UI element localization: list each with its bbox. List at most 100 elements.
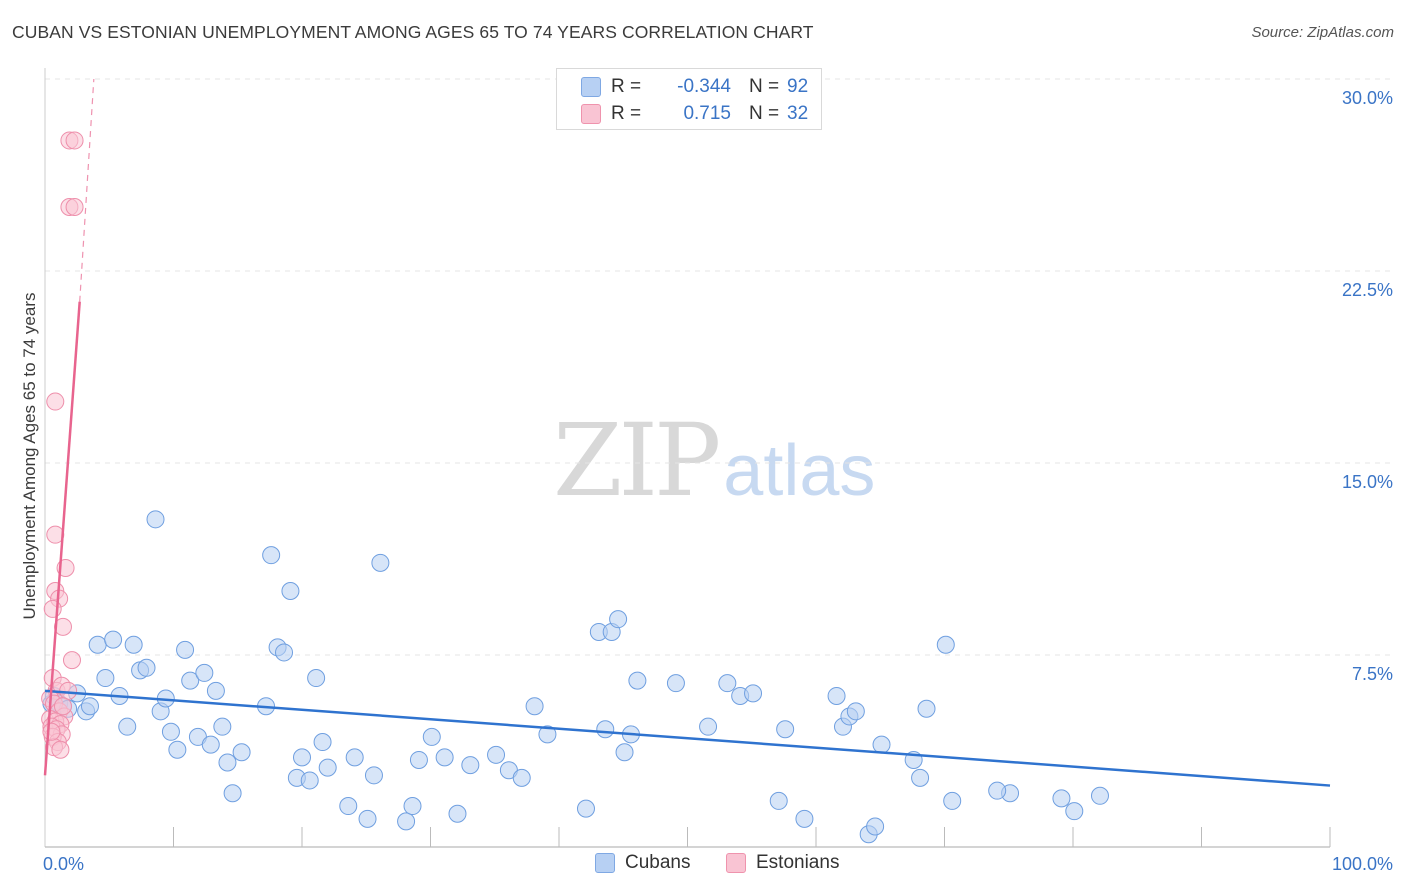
cubans-point <box>339 797 358 816</box>
x-tick-label: 0.0% <box>43 854 84 874</box>
legend-row-estonians: R = 0.715 N = 32 <box>557 101 827 127</box>
cubans-point <box>776 720 795 739</box>
legend-swatch-estonians <box>581 104 601 124</box>
cubans-point <box>307 669 326 688</box>
cubans-point <box>364 766 383 785</box>
source-credit: Source: ZipAtlas.com <box>1251 24 1394 41</box>
cubans-point <box>176 640 195 659</box>
legend-swatch-cubans <box>581 77 601 97</box>
estonians-point <box>59 681 78 700</box>
cubans-point <box>371 553 390 572</box>
cubans-point <box>699 717 718 736</box>
legend-n-value: 92 <box>787 76 809 97</box>
cubans-point <box>461 756 480 775</box>
correlation-legend: R = -0.344 N = 92 R = 0.715 N = 32 <box>556 68 822 130</box>
cubans-point <box>1052 789 1071 808</box>
cubans-point <box>666 674 685 693</box>
series-legend-estonians[interactable]: Estonians <box>726 852 839 874</box>
cubans-point <box>422 727 441 746</box>
estonians-point <box>65 198 84 216</box>
cubans-point <box>403 797 422 816</box>
cubans-point <box>104 630 123 649</box>
cubans-point <box>146 510 165 529</box>
legend-row-cubans: R = -0.344 N = 92 <box>557 74 827 100</box>
cubans-point <box>628 671 647 690</box>
cubans-point <box>744 684 763 703</box>
cubans-point <box>718 674 737 693</box>
cubans-point <box>124 635 143 654</box>
cubans-point <box>262 546 281 565</box>
cubans-point <box>195 663 214 682</box>
estonians-point <box>51 740 70 759</box>
cubans-points <box>42 510 1109 844</box>
series-legend: Cubans Estonians <box>0 852 1406 878</box>
cubans-point <box>1090 786 1109 805</box>
cubans-point <box>181 671 200 690</box>
cubans-point <box>409 750 428 769</box>
cubans-point <box>866 817 885 836</box>
cubans-point <box>281 582 300 600</box>
cubans-point <box>300 771 319 790</box>
cubans-point <box>213 717 232 736</box>
cubans-point <box>435 748 454 767</box>
cubans-point <box>795 809 814 828</box>
axis-layer <box>44 68 1331 848</box>
cubans-point <box>206 681 225 700</box>
grid-layer <box>45 78 1394 656</box>
cubans-trend-line <box>44 689 1331 787</box>
cubans-point <box>615 743 634 762</box>
y-tick-label: 22.5% <box>1342 280 1393 300</box>
y-tick-label: 7.5% <box>1352 664 1393 684</box>
cubans-point <box>318 758 337 777</box>
cubans-point <box>827 686 846 705</box>
estonians-point <box>53 617 72 636</box>
cubans-point <box>232 743 251 762</box>
cubans-point <box>911 768 930 787</box>
estonians-point <box>42 722 61 741</box>
estonians-point <box>53 697 72 716</box>
legend-n-label: N = <box>749 103 780 124</box>
cubans-point <box>137 658 156 677</box>
legend-n-value: 32 <box>787 103 809 124</box>
y-axis-label: Unemployment Among Ages 65 to 74 years <box>20 292 39 620</box>
tick-label-layer: 7.5% 15.0% 22.5% 30.0% 0.0% 100.0% <box>43 88 1393 874</box>
estonians-points <box>41 131 84 759</box>
cubans-point <box>118 717 137 736</box>
cubans-point <box>596 720 615 739</box>
cubans-point <box>943 791 962 810</box>
estonians-point <box>46 392 65 411</box>
cubans-point <box>161 722 180 741</box>
series-swatch-estonians <box>726 853 746 873</box>
cubans-point <box>936 635 955 654</box>
estonians-trend-extension <box>79 78 95 302</box>
cubans-point <box>358 809 377 828</box>
cubans-point <box>846 702 865 721</box>
trend-layer <box>43 78 1331 787</box>
legend-r-label: R = <box>611 103 642 124</box>
cubans-point <box>397 812 416 831</box>
cubans-point <box>275 643 294 662</box>
cubans-point <box>1065 802 1084 821</box>
cubans-point <box>988 781 1007 800</box>
cubans-point <box>293 748 311 767</box>
legend-r-label: R = <box>611 76 642 97</box>
cubans-point <box>576 799 595 818</box>
cubans-point <box>512 768 531 787</box>
legend-r-value: -0.344 <box>677 76 731 97</box>
cubans-point <box>448 804 467 823</box>
cubans-point <box>201 735 220 754</box>
cubans-point <box>525 697 544 716</box>
cubans-point <box>223 784 242 803</box>
cubans-point <box>487 745 506 764</box>
estonians-point <box>62 651 81 670</box>
cubans-point <box>917 699 936 718</box>
estonians-trend-line <box>43 301 81 776</box>
series-legend-cubans[interactable]: Cubans <box>595 852 691 874</box>
cubans-point <box>345 748 364 767</box>
cubans-point <box>218 753 237 772</box>
x-tick-label: 100.0% <box>1332 854 1393 874</box>
series-swatch-cubans <box>595 853 615 873</box>
cubans-point <box>168 740 187 759</box>
series-legend-label-estonians: Estonians <box>756 852 840 873</box>
